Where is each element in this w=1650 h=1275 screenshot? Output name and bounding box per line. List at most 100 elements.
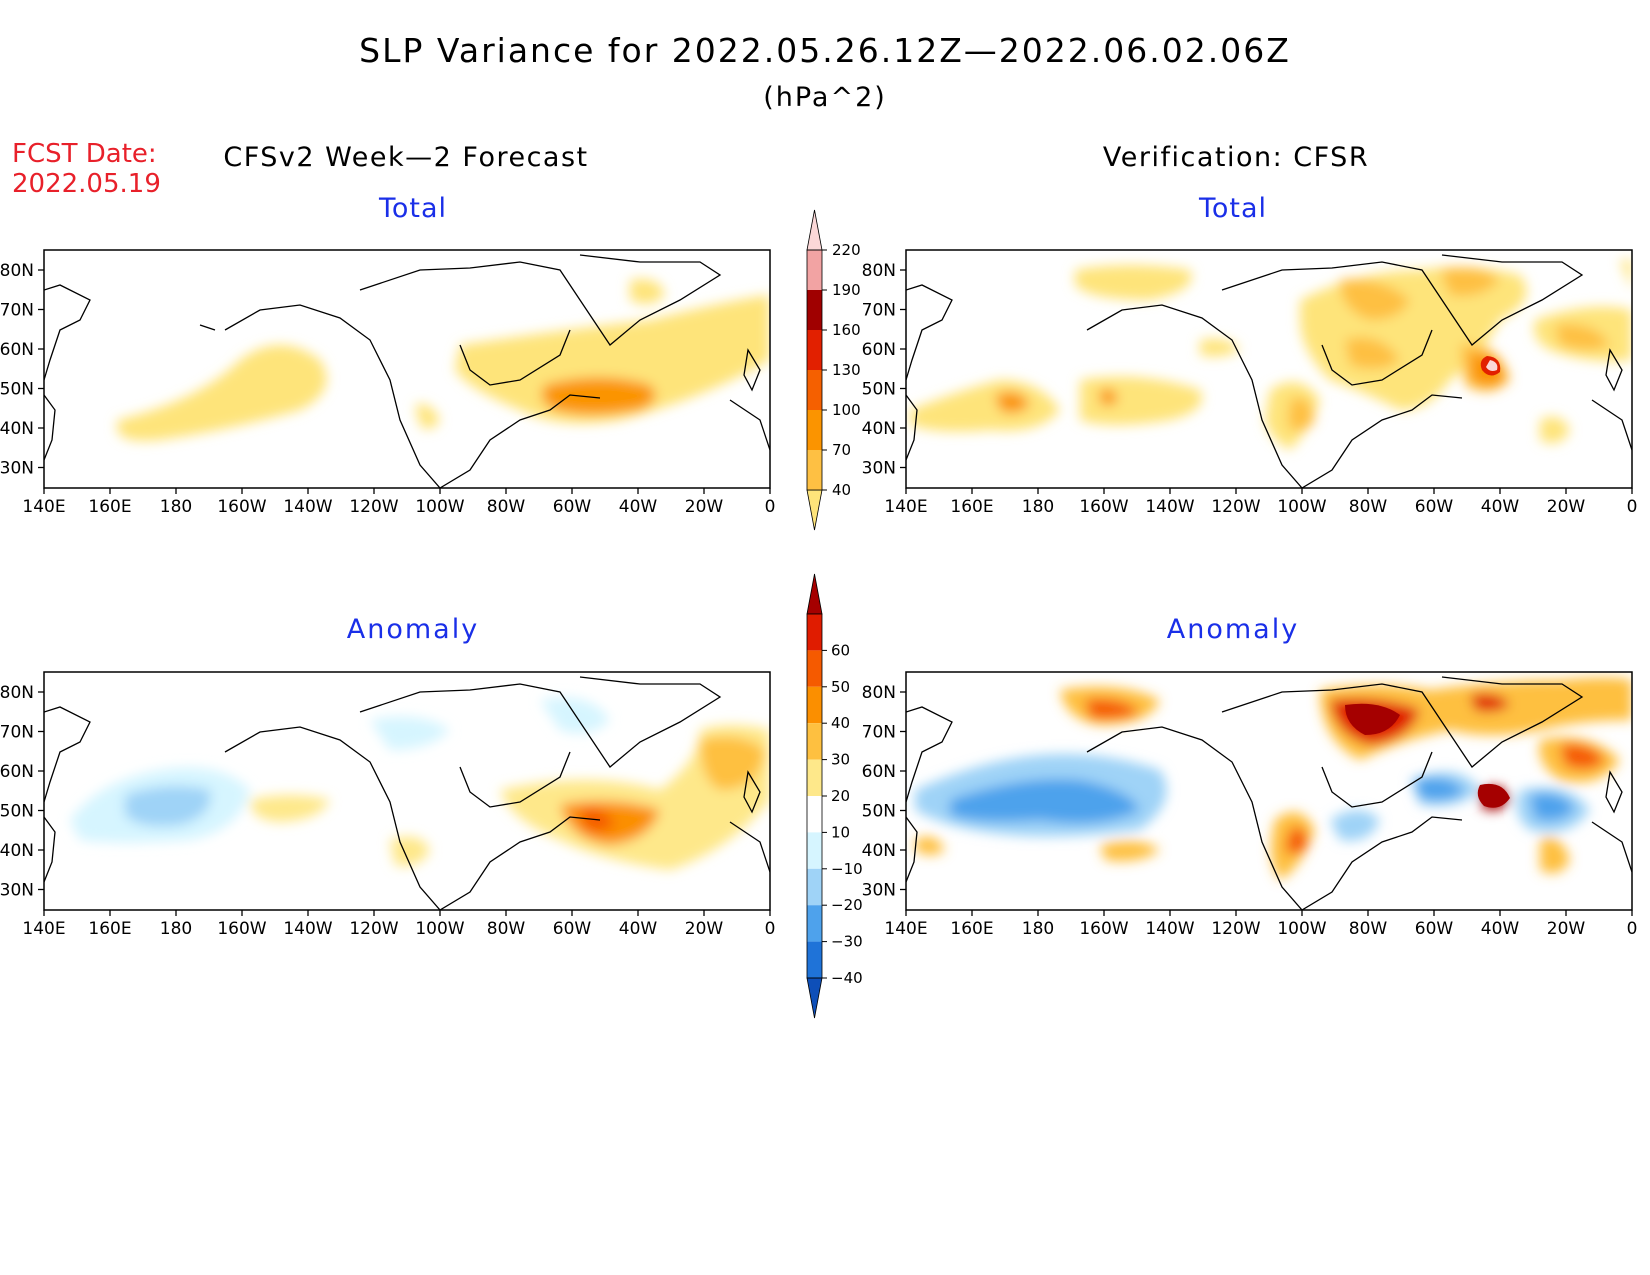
lon-tick-label: 0 [1627, 497, 1638, 517]
colorbar-level-label: −30 [831, 933, 863, 951]
shading-verification-total [910, 260, 1632, 450]
lat-tick-label: 70N [862, 723, 896, 743]
lat-tick-label: 80N [862, 261, 896, 281]
colorbar-level-label: 130 [832, 361, 861, 379]
lon-tick-label: 160W [1079, 497, 1128, 517]
colorbar-level-label: 220 [832, 241, 861, 259]
lat-tick-label: 40N [0, 419, 34, 439]
fcst-date-value: 2022.05.19 [12, 169, 161, 199]
lon-tick-label: 160E [88, 497, 131, 517]
colorbar-swatch [807, 650, 822, 687]
lon-tick-label: 100W [415, 919, 464, 939]
colorbar-level-label: −10 [831, 860, 863, 878]
colorbar-swatch [807, 796, 822, 833]
lat-tick-label: 40N [862, 841, 896, 861]
lon-tick-label: 60W [553, 497, 592, 517]
lon-tick-label: 40W [1481, 497, 1520, 517]
colorbar-level-label: 100 [832, 401, 861, 419]
shading-forecast-anomaly [70, 697, 770, 870]
colorbar-swatch [807, 370, 822, 410]
colorbar-anomaly: 60 50 40 30 20 10 −10 −20 −30 −40 [806, 573, 863, 1019]
lat-tick-label: 30N [0, 881, 34, 901]
lon-tick-label: 60W [1415, 919, 1454, 939]
colorbar-swatch [807, 410, 822, 450]
colorbar-swatch [806, 489, 823, 531]
lon-tick-label: 140W [283, 919, 332, 939]
axes-verification-anomaly: 80N 70N 60N 50N 40N 30N 140E 160E 180 160W 140W 120… [862, 683, 1638, 939]
lon-tick-label: 80W [487, 919, 526, 939]
lon-tick-label: 0 [765, 919, 776, 939]
colorbar-swatch [807, 905, 822, 942]
lon-tick-label: 120W [349, 497, 398, 517]
lon-tick-label: 80W [1349, 919, 1388, 939]
panel-title-forecast-anomaly: Anomaly [347, 614, 479, 645]
lon-tick-label: 180 [160, 919, 192, 939]
coastlines-verification-anomaly [906, 676, 1632, 910]
lon-tick-label: 100W [415, 497, 464, 517]
colorbar-swatch [806, 573, 823, 615]
colorbar-swatch [806, 977, 823, 1019]
colorbar-swatch [807, 832, 822, 869]
colorbar-swatch [807, 450, 822, 490]
panel-title-verification-anomaly: Anomaly [1167, 614, 1299, 645]
panel-title-verification-total: Total [1198, 193, 1267, 224]
colorbar-level-label: 40 [831, 714, 850, 732]
lon-tick-label: 20W [685, 497, 724, 517]
lat-tick-label: 60N [862, 762, 896, 782]
lon-tick-label: 20W [1547, 919, 1586, 939]
colorbar-level-label: −20 [831, 896, 863, 914]
colorbar-swatch [807, 868, 822, 906]
colorbar-level-label: 40 [832, 481, 851, 499]
lat-tick-label: 70N [862, 301, 896, 321]
lon-tick-label: 40W [1481, 919, 1520, 939]
map-panel-forecast-anomaly [43, 671, 771, 911]
coastlines-forecast-total [44, 254, 770, 488]
lat-tick-label: 50N [862, 802, 896, 822]
lon-tick-label: 0 [1627, 919, 1638, 939]
lat-tick-label: 50N [862, 380, 896, 400]
colorbar-swatch [807, 723, 822, 760]
lon-tick-label: 140W [283, 497, 332, 517]
lon-tick-label: 140E [22, 919, 65, 939]
lat-tick-label: 30N [862, 459, 896, 479]
lon-tick-label: 80W [487, 497, 526, 517]
map-panel-forecast-total [43, 249, 771, 489]
fcst-date-label: FCST Date: [12, 139, 157, 169]
coastlines-verification-total [906, 254, 1632, 488]
lon-tick-label: 140E [22, 497, 65, 517]
lat-tick-label: 60N [0, 340, 34, 360]
lon-tick-label: 160W [217, 497, 266, 517]
coastlines-forecast-anomaly [44, 676, 770, 910]
lon-tick-label: 60W [553, 919, 592, 939]
lat-tick-label: 80N [862, 683, 896, 703]
lon-tick-label: 120W [349, 919, 398, 939]
lon-tick-label: 80W [1349, 497, 1388, 517]
lon-tick-label: 0 [765, 497, 776, 517]
lon-tick-label: 140W [1145, 497, 1194, 517]
lon-tick-label: 160W [1079, 919, 1128, 939]
axes-forecast-anomaly: 80N 70N 60N 50N 40N 30N 140E 160E 180 160W 140W 120… [0, 683, 775, 939]
lon-tick-label: 160E [950, 919, 993, 939]
lat-tick-label: 60N [862, 340, 896, 360]
colorbar-level-label: 50 [831, 678, 850, 696]
lat-tick-label: 70N [0, 301, 34, 321]
lat-tick-label: 50N [0, 380, 34, 400]
panel-title-forecast-total: Total [378, 193, 447, 224]
shading-verification-anomaly [915, 677, 1632, 880]
lon-tick-label: 100W [1277, 919, 1326, 939]
lon-tick-label: 140E [884, 919, 927, 939]
lat-tick-label: 50N [0, 802, 34, 822]
colorbar-level-label: −40 [831, 969, 863, 987]
colorbar-level-label: 20 [831, 787, 850, 805]
colorbar-level-label: 160 [832, 321, 861, 339]
colorbar-swatch [807, 330, 822, 370]
lon-tick-label: 180 [160, 497, 192, 517]
colorbar-level-label: 10 [831, 823, 850, 841]
axes-forecast-total: 80N 70N 60N 50N 40N 30N 140E 160E 180 160W 140W 120… [0, 261, 775, 517]
lon-tick-label: 40W [619, 919, 658, 939]
left-column-title: CFSv2 Week—2 Forecast [223, 142, 588, 173]
lon-tick-label: 140E [884, 497, 927, 517]
lon-tick-label: 100W [1277, 497, 1326, 517]
colorbar-swatch [807, 614, 822, 651]
